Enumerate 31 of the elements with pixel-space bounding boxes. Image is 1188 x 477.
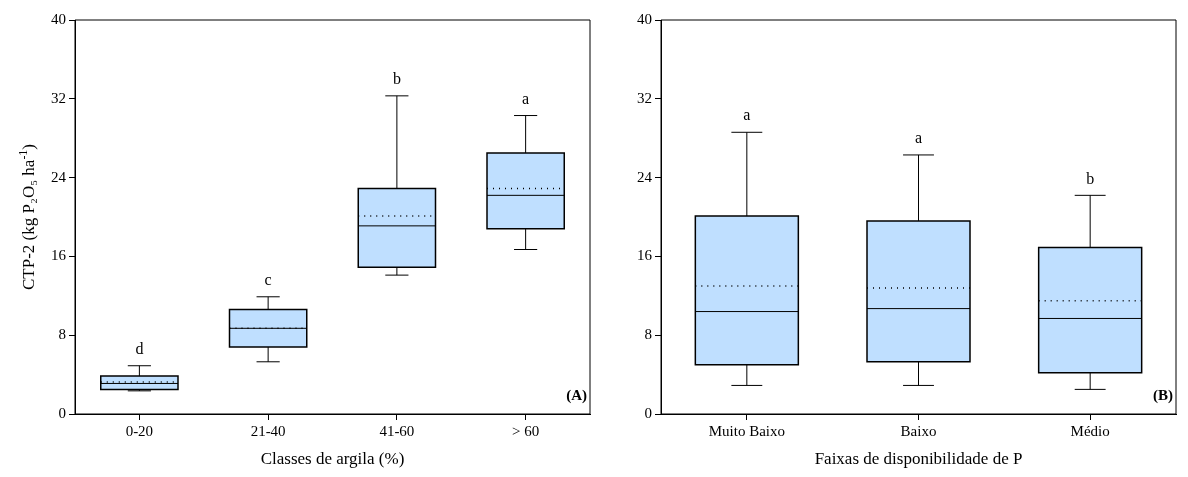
y-tick-label: 8 — [644, 326, 652, 343]
y-tick-label: 40 — [51, 10, 66, 27]
annotation: a — [522, 89, 530, 107]
x-tick-label: Médio — [1070, 422, 1110, 439]
x-axis-title: Faixas de disponibilidade de P — [814, 448, 1023, 468]
y-axis-title: CTP-2 (kg P₂O₅ ha-1) — [16, 144, 39, 290]
y-tick-label: 32 — [637, 89, 652, 106]
y-tick-label: 40 — [637, 10, 652, 27]
y-tick-label: 16 — [637, 247, 653, 264]
annotation: c — [264, 270, 272, 288]
annotation: (B) — [1153, 387, 1173, 405]
annotation: d — [135, 339, 144, 357]
y-tick-label: 24 — [51, 168, 67, 185]
annotation: a — [743, 106, 751, 124]
annotation: b — [1086, 169, 1095, 187]
y-tick-label: 0 — [58, 404, 66, 421]
annotation: (A) — [566, 387, 587, 405]
y-tick-label: 0 — [644, 404, 652, 421]
y-tick-label: 8 — [58, 326, 66, 343]
annotation: a — [914, 129, 923, 147]
x-tick-label: Baixo — [900, 422, 937, 439]
x-axis-title: Classes de argila (%) — [260, 448, 405, 468]
x-tick-label: > 60 — [512, 422, 540, 439]
y-tick-label: 32 — [51, 89, 66, 106]
x-tick-label: 21-40 — [250, 422, 286, 439]
y-tick-label: 24 — [637, 168, 653, 185]
y-tick-label: 16 — [51, 247, 67, 264]
x-tick-label: 0-20 — [125, 422, 154, 439]
annotation: b — [392, 70, 401, 88]
x-tick-label: Muito Baixo — [708, 422, 785, 439]
x-tick-label: 41-60 — [379, 422, 415, 439]
